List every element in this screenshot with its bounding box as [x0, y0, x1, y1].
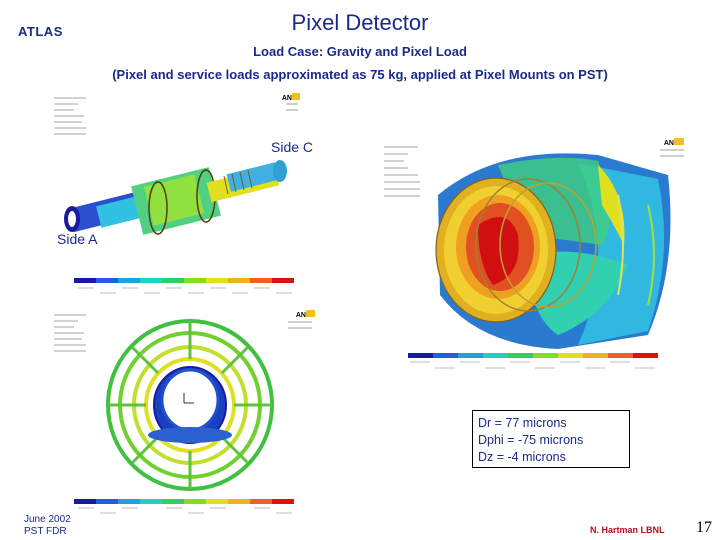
- color-scale-bar: [74, 499, 294, 514]
- ansys-logo-icon: AN: [288, 310, 315, 329]
- svg-text:AN: AN: [296, 312, 306, 319]
- side-a-label: Side A: [57, 231, 98, 247]
- ansys-logo-icon: AN: [660, 138, 684, 157]
- color-scale-bar: [408, 353, 658, 369]
- result-dr: Dr = 77 microns: [478, 416, 567, 430]
- fea-plot-barrel-view: AN: [378, 135, 690, 373]
- svg-text:AN: AN: [282, 95, 292, 102]
- svg-text:AN: AN: [664, 140, 674, 147]
- shell-model: [64, 160, 287, 235]
- atlas-label: ATLAS: [18, 24, 63, 39]
- fea-plot-side-view: AN: [48, 88, 300, 298]
- footer-project: PST FDR: [24, 526, 67, 537]
- fea-barrel-image: AN: [384, 138, 684, 369]
- side-c-label: Side C: [271, 139, 314, 155]
- page-number: 17: [696, 519, 712, 536]
- ansys-info-text: [384, 146, 420, 197]
- footer-date-block: June 2002 PST FDR: [24, 514, 71, 538]
- displacement-results-box: Dr = 77 microns Dphi = -75 microns Dz = …: [472, 410, 630, 468]
- fea-side-view-image: AN: [52, 93, 300, 294]
- fea-plot-end-view: AN: [48, 305, 324, 515]
- footer-author: N. Hartman LBNL: [590, 525, 665, 535]
- result-dphi: Dphi = -75 microns: [478, 433, 584, 447]
- ansys-info-text: [52, 94, 92, 142]
- ansys-info-text: [54, 314, 86, 352]
- fea-end-view-image: AN: [54, 310, 315, 514]
- ansys-logo-icon: AN: [282, 93, 300, 111]
- barrel-model: [435, 153, 671, 349]
- footer-date: June 2002: [24, 514, 71, 525]
- result-dz: Dz = -4 microns: [478, 450, 566, 464]
- subtitle-load-description: (Pixel and service loads approximated as…: [112, 67, 608, 82]
- color-scale-bar: [74, 278, 294, 294]
- subtitle-load-case: Load Case: Gravity and Pixel Load: [253, 44, 467, 59]
- end-rings-model: [106, 319, 274, 491]
- page-title: Pixel Detector: [291, 10, 429, 35]
